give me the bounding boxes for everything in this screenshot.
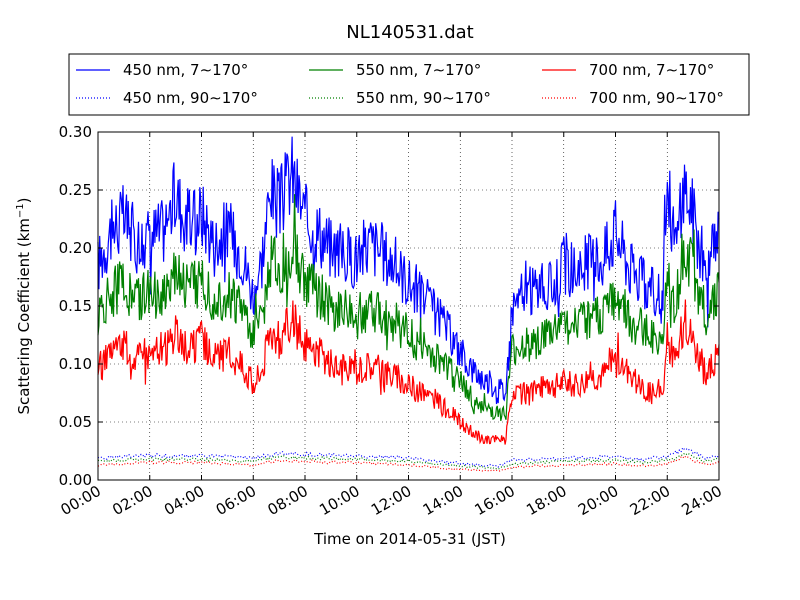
legend-box <box>68 53 750 116</box>
y-tick-label: 0.05 <box>59 413 92 431</box>
y-tick-labels: 0.00 0.05 0.10 0.15 0.20 0.25 0.30 <box>59 123 92 489</box>
axis-ticks <box>97 131 720 481</box>
series-line <box>97 446 720 468</box>
legend-label: 450 nm, 7∼170° <box>123 61 248 79</box>
y-tick-label: 0.20 <box>59 239 92 257</box>
legend-label: 700 nm, 90∼170° <box>589 89 724 107</box>
y-axis-label: Scattering Coefficient (km−1) <box>15 197 33 414</box>
series-line <box>97 454 720 472</box>
series-layer <box>97 136 720 472</box>
legend-label: 550 nm, 90∼170° <box>356 89 491 107</box>
y-tick-label: 0.15 <box>59 297 92 315</box>
y-tick-label: 0.10 <box>59 355 92 373</box>
y-tick-label: 0.00 <box>59 471 92 489</box>
legend-label: 550 nm, 7∼170° <box>356 61 481 79</box>
y-axis-label-end: ) <box>15 197 33 203</box>
series-line <box>97 452 720 470</box>
y-tick-label: 0.25 <box>59 181 92 199</box>
series-line <box>97 194 720 422</box>
y-axis-label-main: Scattering Coefficient (km <box>15 218 33 414</box>
legend-label: 450 nm, 90∼170° <box>123 89 258 107</box>
y-axis-label-sup: −1 <box>15 203 26 218</box>
legend-label: 700 nm, 7∼170° <box>589 61 714 79</box>
chart-title: NL140531.dat <box>346 22 473 43</box>
x-axis-label: Time on 2014-05-31 (JST) <box>313 530 506 548</box>
series-line <box>97 299 720 445</box>
y-tick-label: 0.30 <box>59 123 92 141</box>
legend: 450 nm, 7∼170° 550 nm, 7∼170° 700 nm, 7∼17… <box>68 53 750 116</box>
series-line <box>97 136 720 405</box>
